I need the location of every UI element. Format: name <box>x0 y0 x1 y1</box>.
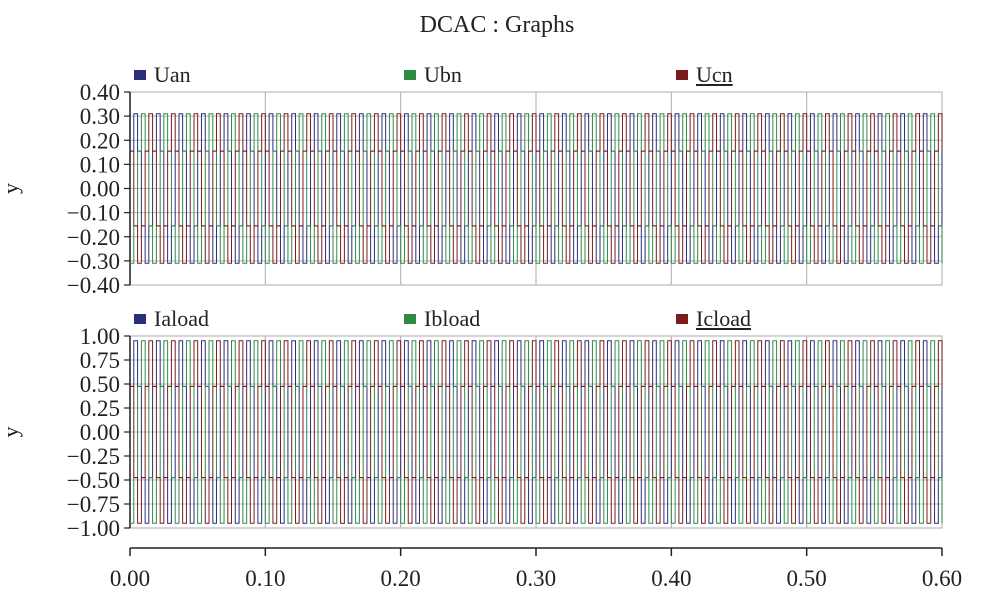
legend-label-icload: Icload <box>696 306 751 331</box>
legend-label-ucn: Ucn <box>696 62 733 87</box>
series-line-icload <box>130 340 943 524</box>
y-tick-label: 0.20 <box>80 128 120 153</box>
y-tick-label: 0.40 <box>80 80 120 105</box>
y-tick-label: −0.25 <box>67 444 120 469</box>
y-tick-label: 0.25 <box>80 396 120 421</box>
legend-swatch-ucn <box>676 70 688 80</box>
y-tick-label: 0.10 <box>80 152 120 177</box>
legend-swatch-uan <box>134 70 146 80</box>
y-tick-label: 0.50 <box>80 372 120 397</box>
y-tick-label: 0.00 <box>80 420 120 445</box>
legend-top: Uan Ubn Ucn <box>134 62 954 88</box>
x-axis: 0.00 0.10 0.20 0.30 0.40 0.50 0.60 <box>110 547 962 591</box>
y-tick-label: 0.75 <box>80 348 120 373</box>
legend-item-iaload[interactable]: Iaload <box>134 306 209 332</box>
legend-item-uan[interactable]: Uan <box>134 62 191 88</box>
y-tick-label: −0.75 <box>67 492 120 517</box>
plot-area-voltages[interactable]: 0.400.300.200.100.00−0.10−0.20−0.30−0.40… <box>0 80 943 298</box>
x-tick-label: 0.30 <box>516 566 556 591</box>
y-axis-label: y <box>0 183 23 194</box>
y-tick-label: 0.30 <box>80 104 120 129</box>
legend-swatch-ibload <box>404 314 416 324</box>
series-line-ubn <box>130 113 943 264</box>
legend-bottom: Iaload Ibload Icload <box>134 306 954 332</box>
chart-title: DCAC : Graphs <box>419 12 575 38</box>
x-tick-label: 0.60 <box>922 566 962 591</box>
legend-label-iaload: Iaload <box>154 306 209 331</box>
series-line-ucn <box>130 113 943 264</box>
y-tick-label: −1.00 <box>67 516 120 541</box>
x-tick-label: 0.40 <box>651 566 691 591</box>
series-line-ibload <box>130 340 943 524</box>
x-tick-label: 0.00 <box>110 566 150 591</box>
y-axis-label: y <box>0 427 23 438</box>
legend-label-uan: Uan <box>154 62 191 87</box>
legend-item-ucn[interactable]: Ucn <box>676 62 733 88</box>
y-tick-label: 1.00 <box>80 324 120 349</box>
y-tick-label: −0.20 <box>67 225 120 250</box>
legend-swatch-ubn <box>404 70 416 80</box>
y-tick-label: −0.10 <box>67 201 120 226</box>
legend-item-ubn[interactable]: Ubn <box>404 62 462 88</box>
legend-item-ibload[interactable]: Ibload <box>404 306 480 332</box>
y-tick-label: −0.40 <box>67 273 120 298</box>
y-tick-label: −0.50 <box>67 468 120 493</box>
x-tick-label: 0.20 <box>381 566 421 591</box>
legend-swatch-iaload <box>134 314 146 324</box>
legend-label-ubn: Ubn <box>424 62 462 87</box>
x-tick-label: 0.50 <box>787 566 827 591</box>
legend-swatch-icload <box>676 314 688 324</box>
y-tick-label: 0.00 <box>80 177 120 202</box>
y-tick-label: −0.30 <box>67 249 120 274</box>
legend-label-ibload: Ibload <box>424 306 481 331</box>
plot-area-currents[interactable]: 1.000.750.500.250.00−0.25−0.50−0.75−1.00… <box>0 324 943 541</box>
x-tick-label: 0.10 <box>245 566 285 591</box>
legend-item-icload[interactable]: Icload <box>676 306 751 332</box>
